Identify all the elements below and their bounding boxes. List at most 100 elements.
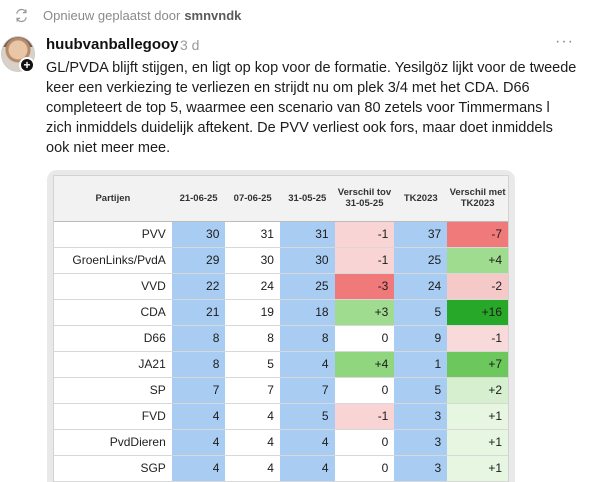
diff-cell-tk2023: -1 (447, 325, 508, 352)
diff-cell-tk2023: -2 (447, 273, 508, 300)
repost-bar: Opnieuw geplaatst door smnvndk (14, 6, 241, 24)
post-image[interactable]: Partijen 21-06-25 07-06-25 31-05-25 Vers… (47, 170, 515, 482)
author-name[interactable]: huubvanballegooy (46, 36, 179, 53)
repost-label: Opnieuw geplaatst door (43, 7, 181, 23)
value-cell-31-05: 7 (279, 377, 335, 404)
diff-cell-tk2023: +2 (447, 377, 508, 404)
party-cell: SP (54, 377, 172, 404)
diff-cell-31-05: -3 (334, 273, 395, 300)
value-cell-21-06: 4 (171, 455, 226, 482)
header-verschil-1: Verschil tov 31-05-25 (334, 176, 395, 222)
value-cell-31-05: 8 (279, 325, 335, 352)
diff-cell-31-05: 0 (334, 455, 395, 482)
diff-cell-31-05: -1 (334, 247, 395, 274)
header-tk2023: TK2023 (394, 176, 448, 222)
diff-cell-tk2023: +1 (447, 455, 508, 482)
table-row: PVV 30 31 31 -1 37 -7 (54, 221, 508, 248)
repost-user-link[interactable]: smnvndk (184, 7, 242, 23)
value-cell-21-06: 4 (171, 429, 226, 456)
value-cell-21-06: 8 (171, 325, 226, 352)
value-cell-tk2023: 24 (394, 273, 448, 300)
post-time[interactable]: 3 d (180, 37, 200, 53)
value-cell-31-05: 31 (279, 221, 335, 248)
avatar-image (1, 36, 35, 72)
poll-table-container: Partijen 21-06-25 07-06-25 31-05-25 Vers… (53, 175, 509, 482)
value-cell-tk2023: 5 (394, 377, 448, 404)
header-verschil-2: Verschil met TK2023 (447, 176, 508, 222)
value-cell-31-05: 25 (279, 273, 335, 300)
value-cell-07-06: 5 (225, 351, 280, 378)
value-cell-07-06: 24 (225, 273, 280, 300)
table-row: FVD 4 4 5 -1 3 +1 (54, 403, 508, 430)
value-cell-31-05: 4 (279, 455, 335, 482)
diff-cell-tk2023: +7 (447, 351, 508, 378)
diff-cell-31-05: 0 (334, 429, 395, 456)
value-cell-tk2023: 3 (394, 429, 448, 456)
table-row: JA21 8 5 4 +4 1 +7 (54, 351, 508, 378)
value-cell-31-05: 18 (279, 299, 335, 326)
value-cell-31-05: 5 (279, 403, 335, 430)
party-cell: PvdDieren (54, 429, 172, 456)
value-cell-07-06: 7 (225, 377, 280, 404)
value-cell-tk2023: 5 (394, 299, 448, 326)
diff-cell-tk2023: -7 (447, 221, 508, 248)
more-options-icon[interactable]: ··· (555, 33, 574, 50)
table-row: CDA 21 19 18 +3 5 +16 (54, 299, 508, 326)
value-cell-21-06: 7 (171, 377, 226, 404)
party-cell: FVD (54, 403, 172, 430)
table-row: GroenLinks/PvdA 29 30 30 -1 25 +4 (54, 247, 508, 274)
diff-cell-tk2023: +16 (447, 299, 508, 326)
diff-cell-tk2023: +4 (447, 247, 508, 274)
value-cell-31-05: 4 (279, 351, 335, 378)
header-date-3: 31-05-25 (279, 176, 335, 222)
diff-cell-31-05: +4 (334, 351, 395, 378)
value-cell-21-06: 22 (171, 273, 226, 300)
party-cell: GroenLinks/PvdA (54, 247, 172, 274)
avatar[interactable]: + (1, 36, 35, 73)
value-cell-tk2023: 25 (394, 247, 448, 274)
value-cell-07-06: 4 (225, 429, 280, 456)
follow-plus-icon[interactable]: + (19, 57, 35, 73)
value-cell-07-06: 4 (225, 403, 280, 430)
poll-table: Partijen 21-06-25 07-06-25 31-05-25 Vers… (54, 176, 508, 482)
value-cell-tk2023: 3 (394, 403, 448, 430)
diff-cell-31-05: -1 (334, 221, 395, 248)
party-cell: VVD (54, 273, 172, 300)
table-header-row: Partijen 21-06-25 07-06-25 31-05-25 Vers… (54, 176, 508, 222)
diff-cell-31-05: +3 (334, 299, 395, 326)
value-cell-21-06: 21 (171, 299, 226, 326)
value-cell-tk2023: 9 (394, 325, 448, 352)
value-cell-21-06: 8 (171, 351, 226, 378)
party-cell: SGP (54, 455, 172, 482)
diff-cell-tk2023: +1 (447, 429, 508, 456)
value-cell-31-05: 30 (279, 247, 335, 274)
value-cell-07-06: 4 (225, 455, 280, 482)
table-row: D66 8 8 8 0 9 -1 (54, 325, 508, 352)
value-cell-07-06: 30 (225, 247, 280, 274)
value-cell-07-06: 19 (225, 299, 280, 326)
value-cell-07-06: 8 (225, 325, 280, 352)
header-date-1: 21-06-25 (171, 176, 226, 222)
diff-cell-tk2023: +1 (447, 403, 508, 430)
value-cell-tk2023: 3 (394, 455, 448, 482)
party-cell: PVV (54, 221, 172, 248)
value-cell-21-06: 29 (171, 247, 226, 274)
table-row: PvdDieren 4 4 4 0 3 +1 (54, 429, 508, 456)
table-row: VVD 22 24 25 -3 24 -2 (54, 273, 508, 300)
value-cell-21-06: 4 (171, 403, 226, 430)
table-row: SP 7 7 7 0 5 +2 (54, 377, 508, 404)
party-cell: JA21 (54, 351, 172, 378)
post-text: GL/PVDA blijft stijgen, en ligt op kop v… (46, 60, 577, 156)
repost-icon (16, 8, 27, 22)
value-cell-07-06: 31 (225, 221, 280, 248)
header-date-2: 07-06-25 (225, 176, 280, 222)
value-cell-31-05: 4 (279, 429, 335, 456)
party-cell: CDA (54, 299, 172, 326)
value-cell-21-06: 30 (171, 221, 226, 248)
value-cell-tk2023: 1 (394, 351, 448, 378)
header-partijen: Partijen (54, 176, 172, 222)
table-row: SGP 4 4 4 0 3 +1 (54, 455, 508, 482)
diff-cell-31-05: -1 (334, 403, 395, 430)
diff-cell-31-05: 0 (334, 377, 395, 404)
value-cell-tk2023: 37 (394, 221, 448, 248)
